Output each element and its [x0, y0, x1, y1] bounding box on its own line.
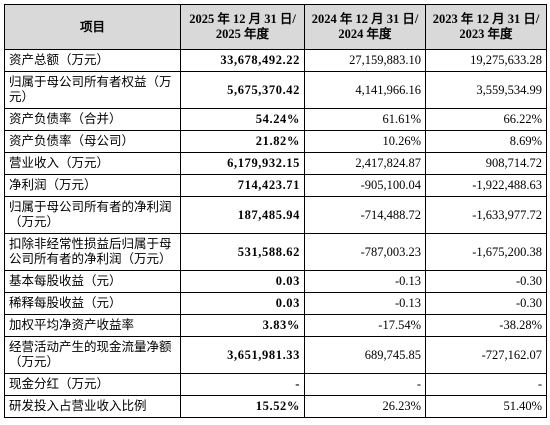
value-cell: -714,488.72 [304, 196, 426, 234]
value-cell: -1,633,977.72 [425, 196, 547, 234]
value-cell: 21.82% [180, 130, 305, 153]
value-cell: 3,559,534.99 [425, 71, 547, 109]
table-row: 稀释每股收益（元） 0.03 -0.13 -0.30 [4, 292, 547, 315]
table-header: 项目 2025 年 12 月 31 日/2025 年度 2024 年 12 月 31… [4, 4, 547, 50]
table-row: 现金分红（万元） - - - [4, 373, 547, 396]
row-label: 净利润（万元） [4, 174, 181, 197]
value-cell: - [425, 373, 547, 396]
header-text: 项目 [79, 19, 105, 34]
row-label: 稀释每股收益（元） [4, 292, 181, 315]
value-cell: -787,003.23 [304, 233, 426, 271]
value-cell: 2,417,824.87 [304, 152, 426, 175]
financial-table: 项目 2025 年 12 月 31 日/2025 年度 2024 年 12 月 31… [4, 4, 547, 418]
value-cell: 8.69% [425, 130, 547, 153]
value-cell: 0.03 [180, 292, 305, 315]
header-text: 2025 年 12 月 31 日/ [189, 12, 296, 26]
header-text: 2025 年度 [215, 27, 270, 41]
header-row: 项目 2025 年 12 月 31 日/2025 年度 2024 年 12 月 31… [4, 4, 547, 50]
value-cell: -727,162.07 [425, 336, 547, 374]
value-cell: -1,922,488.63 [425, 174, 547, 197]
table-row: 净利润（万元） 714,423.71 -905,100.04 -1,922,488.6… [4, 174, 547, 197]
value-cell: 51.40% [425, 395, 547, 418]
value-cell: -0.13 [304, 292, 426, 315]
value-cell: 714,423.71 [180, 174, 305, 197]
table-row: 经营活动产生的现金流量净额（万元） 3,651,981.33 689,745.85-… [4, 336, 547, 374]
value-cell: -905,100.04 [304, 174, 426, 197]
header-text: 2023 年度 [459, 27, 513, 41]
value-cell: 3,651,981.33 [180, 336, 305, 374]
value-cell: 19,275,633.28 [425, 49, 547, 72]
value-cell: 3.83% [180, 314, 305, 337]
value-cell: 61.61% [304, 108, 426, 131]
table-row: 归属于母公司所有者的净利润（万元） 187,485.94 -714,488.72 -1… [4, 196, 547, 234]
table-row: 资产负债率（母公司） 21.82% 10.26% 8.69% [4, 130, 547, 153]
value-cell: 187,485.94 [180, 196, 305, 234]
table-row: 归属于母公司所有者权益（万元） 5,675,370.42 4,141,966.16 3… [4, 71, 547, 109]
value-cell: 15.52% [180, 395, 305, 418]
row-label: 归属于母公司所有者的净利润（万元） [4, 196, 181, 234]
row-label: 现金分红（万元） [4, 373, 181, 396]
row-label: 营业收入（万元） [4, 152, 181, 175]
header-text: 2024 年 12 月 31 日/ [311, 12, 419, 26]
value-cell: -17.54% [304, 314, 426, 337]
row-label: 归属于母公司所有者权益（万元） [4, 71, 181, 109]
value-cell: 0.03 [180, 270, 305, 293]
value-cell: 33,678,492.22 [180, 49, 305, 72]
row-label: 资产负债率（母公司） [4, 130, 181, 153]
value-cell: 5,675,370.42 [180, 71, 305, 109]
value-cell: 4,141,966.16 [304, 71, 426, 109]
value-cell: -0.30 [425, 270, 547, 293]
table-row: 加权平均净资产收益率 3.83% -17.54% -38.28% [4, 314, 547, 337]
row-label: 研发投入占营业收入比例 [4, 395, 181, 418]
table-row: 资产总额（万元） 33,678,492.22 27,159,883.10 19,275… [4, 49, 547, 72]
row-label: 经营活动产生的现金流量净额（万元） [4, 336, 181, 374]
value-cell: -0.13 [304, 270, 426, 293]
header-text: 2023 年 12 月 31 日/ [432, 12, 540, 26]
value-cell: 6,179,932.15 [180, 152, 305, 175]
row-label: 加权平均净资产收益率 [4, 314, 181, 337]
value-cell: 908,714.72 [425, 152, 547, 175]
row-label: 基本每股收益（元） [4, 270, 181, 293]
row-label: 资产负债率（合并） [4, 108, 181, 131]
table-row: 基本每股收益（元） 0.03 -0.13 -0.30 [4, 270, 547, 293]
value-cell: 27,159,883.10 [304, 49, 426, 72]
value-cell: 54.24% [180, 108, 305, 131]
header-cell: 2023 年 12 月 31 日/2023 年度 [425, 4, 547, 50]
row-label: 资产总额（万元） [4, 49, 181, 72]
header-cell: 2024 年 12 月 31 日/2024 年度 [304, 4, 426, 50]
table-row: 研发投入占营业收入比例 15.52% 26.23% 51.40% [4, 395, 547, 418]
table-row: 扣除非经常性损益后归属于母公司所有者的净利润（万元） 531,588.62 -787… [4, 233, 547, 271]
value-cell: - [304, 373, 426, 396]
value-cell: 66.22% [425, 108, 547, 131]
value-cell: -1,675,200.38 [425, 233, 547, 271]
header-cell: 2025 年 12 月 31 日/2025 年度 [180, 4, 305, 50]
value-cell: 26.23% [304, 395, 426, 418]
value-cell: 689,745.85 [304, 336, 426, 374]
table-row: 资产负债率（合并） 54.24% 61.61% 66.22% [4, 108, 547, 131]
header-text: 2024 年度 [338, 27, 392, 41]
header-cell: 项目 [4, 4, 181, 50]
value-cell: -38.28% [425, 314, 547, 337]
value-cell: 531,588.62 [180, 233, 305, 271]
table-row: 营业收入（万元） 6,179,932.15 2,417,824.87 908,714.… [4, 152, 547, 175]
row-label: 扣除非经常性损益后归属于母公司所有者的净利润（万元） [4, 233, 181, 271]
value-cell: - [180, 373, 305, 396]
value-cell: -0.30 [425, 292, 547, 315]
value-cell: 10.26% [304, 130, 426, 153]
table-body: 资产总额（万元） 33,678,492.22 27,159,883.10 19,275… [4, 49, 547, 418]
